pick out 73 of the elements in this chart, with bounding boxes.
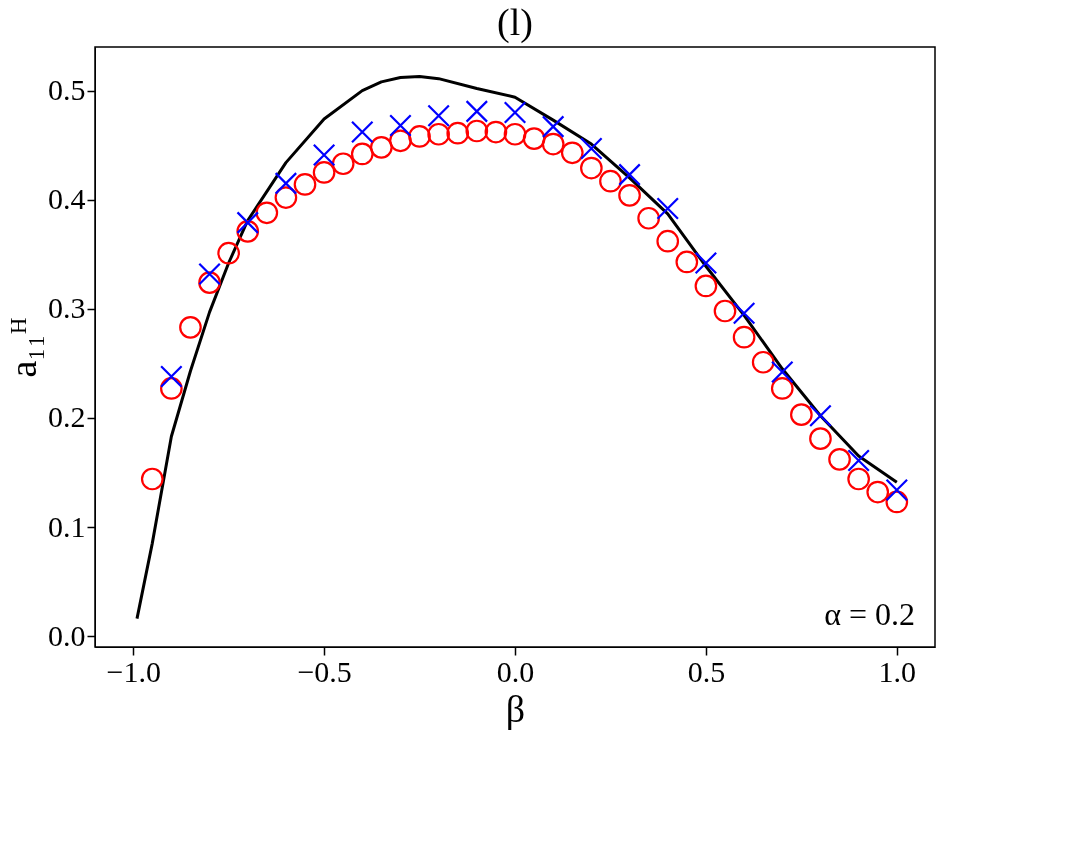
point: [160, 377, 183, 400]
point: [847, 467, 870, 491]
point: [389, 129, 412, 153]
point: [465, 100, 489, 123]
point: [236, 220, 260, 243]
point: [732, 325, 756, 349]
point: [274, 186, 298, 209]
point: [713, 299, 737, 323]
point: [790, 403, 813, 426]
point: [732, 301, 756, 325]
point: [522, 127, 546, 150]
point: [541, 132, 565, 156]
point: [866, 480, 890, 504]
y-tick-label: 0.1: [48, 509, 86, 543]
point: [809, 427, 832, 450]
x-tick-label: −0.5: [297, 654, 352, 688]
point: [198, 262, 221, 286]
y-tick-label: 0.5: [48, 73, 86, 107]
point: [847, 449, 870, 472]
point: [350, 120, 374, 144]
point: [465, 119, 489, 143]
x-tick-label: 0.0: [496, 654, 535, 688]
point: [331, 152, 355, 176]
point: [179, 316, 202, 339]
point: [656, 229, 680, 253]
point: [274, 172, 298, 195]
point: [427, 104, 450, 128]
point: [618, 163, 641, 186]
y-tick-label: 0.3: [48, 291, 86, 325]
point: [885, 490, 909, 514]
y-tick-label: 0.2: [48, 400, 86, 434]
point: [503, 122, 527, 146]
point: [370, 136, 393, 159]
point: [484, 120, 508, 144]
point: [140, 467, 164, 491]
point: [312, 161, 336, 184]
point: [580, 156, 603, 180]
point: [751, 350, 775, 374]
point: [160, 365, 183, 388]
x-tick-label: −1.0: [106, 654, 161, 688]
point: [312, 143, 336, 167]
x-axis-title: β: [505, 687, 526, 730]
point: [580, 137, 603, 160]
point: [389, 114, 412, 137]
chart-title: (l): [497, 1, 533, 44]
point: [599, 169, 622, 193]
point: [427, 122, 450, 146]
point: [293, 173, 317, 196]
y-axis-title: a₁₁ᴴ: [2, 317, 44, 378]
point: [618, 184, 641, 207]
point: [656, 197, 680, 220]
annotation: α = 0.2: [824, 596, 915, 632]
point: [637, 206, 660, 230]
point: [217, 241, 240, 265]
point: [694, 274, 718, 298]
y-tick-label: 0.0: [48, 618, 86, 652]
point: [770, 377, 794, 400]
point: [770, 360, 794, 384]
point: [446, 121, 470, 145]
point: [828, 448, 851, 471]
point: [541, 115, 565, 138]
point: [350, 142, 374, 166]
point: [255, 201, 279, 225]
point: [675, 250, 699, 274]
point: [560, 141, 584, 165]
point: [694, 251, 718, 275]
point: [503, 101, 527, 124]
point: [408, 125, 431, 148]
x-tick-label: 1.0: [878, 654, 917, 688]
x-tick-label: 0.5: [687, 654, 726, 688]
point: [885, 478, 909, 502]
point: [198, 271, 221, 294]
y-tick-label: 0.4: [48, 182, 86, 216]
